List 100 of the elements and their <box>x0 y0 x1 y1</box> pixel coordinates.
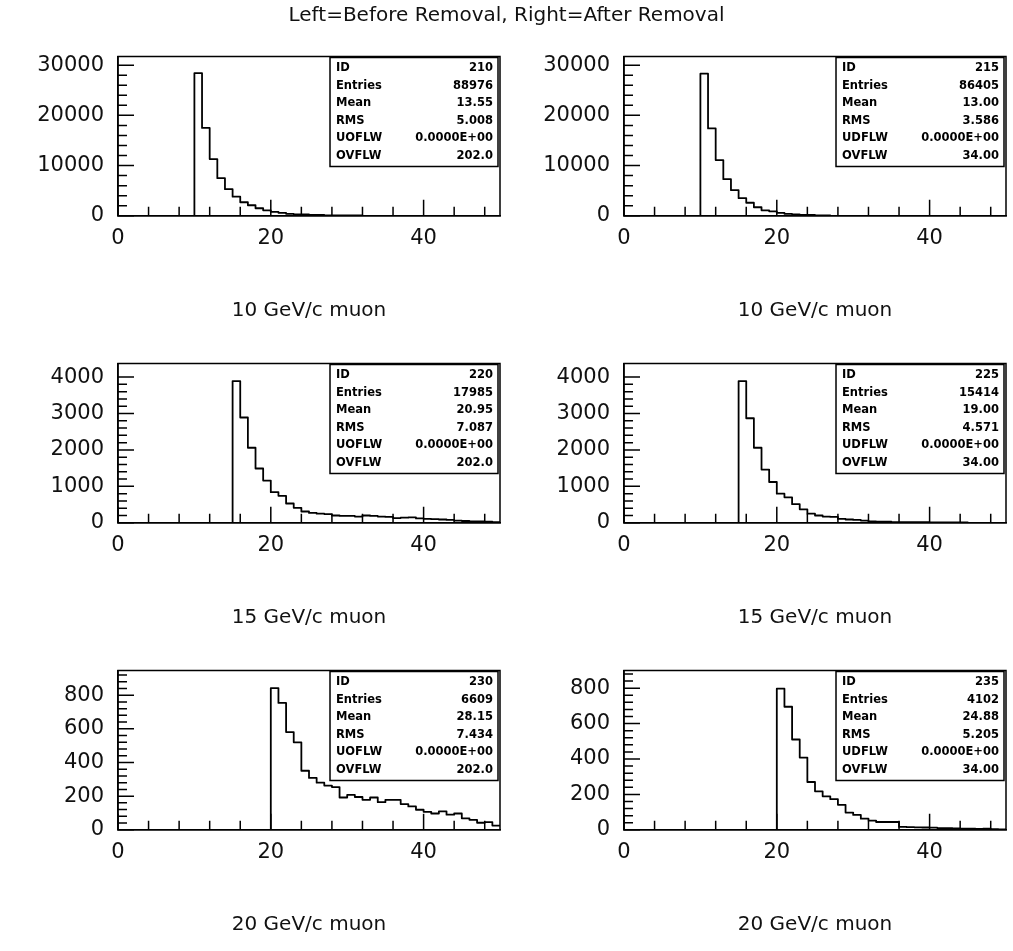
annotation: OVFLW <box>336 761 382 776</box>
y-tick-label: 600 <box>63 715 104 740</box>
annotation: 0.0000E+00 <box>921 130 999 145</box>
x-tick-label: 0 <box>111 531 125 556</box>
annotation: RMS <box>842 419 871 434</box>
y-tick-label: 200 <box>63 782 104 807</box>
annotation: 235 <box>974 674 999 689</box>
x-tick-label: 0 <box>617 531 631 556</box>
y-tick-label: 200 <box>569 780 610 805</box>
y-tick-label: 4000 <box>50 363 104 388</box>
annotation: Mean <box>842 402 878 417</box>
x-axis-title: 20 GeV/c muon <box>737 911 893 936</box>
x-tick-label: 20 <box>257 531 285 556</box>
x-tick-label: 20 <box>257 838 285 863</box>
annotation: ID <box>842 60 856 75</box>
y-tick-label: 0 <box>596 816 610 841</box>
annotation: Entries <box>842 691 888 706</box>
chart-title: Left=Before Removal, Right=After Removal <box>287 2 726 26</box>
x-tick-label: 0 <box>617 838 631 863</box>
x-tick-label: 40 <box>410 838 437 863</box>
x-tick-label: 40 <box>916 531 943 556</box>
annotation: 225 <box>974 367 999 382</box>
annotation: UDFLW <box>842 437 889 452</box>
annotation: 0.0000E+00 <box>415 437 493 452</box>
annotation: 3.586 <box>962 112 999 127</box>
annotation: 0.0000E+00 <box>415 744 493 759</box>
y-tick-label: 2000 <box>50 436 104 461</box>
annotation: Mean <box>336 95 372 110</box>
x-axis-title: 10 GeV/c muon <box>231 297 387 322</box>
x-tick-label: 40 <box>410 531 437 556</box>
annotation: 19.00 <box>962 402 999 417</box>
annotation: RMS <box>842 726 871 741</box>
annotation: 0.0000E+00 <box>415 130 493 145</box>
annotation: 5.008 <box>456 112 493 127</box>
annotation: 0.0000E+00 <box>921 437 999 452</box>
y-tick-label: 0 <box>90 509 104 534</box>
annotation: OVFLW <box>336 147 382 162</box>
annotation: 86405 <box>958 77 999 92</box>
annotation: 4102 <box>966 691 999 706</box>
x-tick-label: 0 <box>111 838 125 863</box>
annotation: ID <box>336 674 350 689</box>
x-tick-label: 0 <box>111 224 125 249</box>
y-tick-label: 10000 <box>543 152 610 177</box>
y-tick-label: 30000 <box>37 51 104 76</box>
y-tick-label: 4000 <box>556 363 610 388</box>
annotation: 7.434 <box>456 726 493 741</box>
annotation: Entries <box>842 384 888 399</box>
x-axis-title: 15 GeV/c muon <box>231 604 387 629</box>
y-tick-label: 0 <box>596 509 610 534</box>
y-tick-label: 20000 <box>37 101 104 126</box>
y-tick-label: 20000 <box>543 101 610 126</box>
annotation: ID <box>336 60 350 75</box>
annotation: OVFLW <box>842 147 888 162</box>
annotation: RMS <box>842 112 871 127</box>
annotation: Mean <box>842 95 878 110</box>
annotation: 202.0 <box>456 147 493 162</box>
annotation: 13.00 <box>962 95 999 110</box>
y-tick-label: 3000 <box>50 399 104 424</box>
x-tick-label: 40 <box>916 838 943 863</box>
x-tick-label: 20 <box>763 531 791 556</box>
y-tick-label: 1000 <box>50 472 104 497</box>
annotation: 6609 <box>460 691 493 706</box>
annotation: RMS <box>336 419 365 434</box>
annotation: RMS <box>336 112 365 127</box>
annotation: UDFLW <box>842 744 889 759</box>
y-tick-label: 800 <box>569 674 610 699</box>
annotation: 24.88 <box>962 709 999 724</box>
annotation: Mean <box>336 709 372 724</box>
annotation: UOFLW <box>336 437 383 452</box>
annotation: ID <box>842 367 856 382</box>
y-tick-label: 800 <box>63 681 104 706</box>
x-axis-title: 15 GeV/c muon <box>737 604 893 629</box>
annotation: UOFLW <box>336 744 383 759</box>
annotation: Mean <box>336 402 372 417</box>
annotation: Entries <box>336 691 382 706</box>
x-axis-title: 20 GeV/c muon <box>231 911 387 936</box>
annotation: OVFLW <box>842 454 888 469</box>
annotation: 28.15 <box>456 709 493 724</box>
annotation: 0.0000E+00 <box>921 744 999 759</box>
y-tick-label: 0 <box>90 202 104 227</box>
annotation: ID <box>842 674 856 689</box>
annotation: OVFLW <box>336 454 382 469</box>
annotation: 210 <box>468 60 493 75</box>
annotation: RMS <box>336 726 365 741</box>
x-tick-label: 40 <box>410 224 437 249</box>
x-axis-title: 10 GeV/c muon <box>737 297 893 322</box>
annotation: UOFLW <box>336 130 383 145</box>
annotation: 202.0 <box>456 761 493 776</box>
annotation: UDFLW <box>842 130 889 145</box>
x-tick-label: 20 <box>763 838 791 863</box>
annotation: 202.0 <box>456 454 493 469</box>
annotation: 220 <box>468 367 493 382</box>
annotation: 88976 <box>452 77 493 92</box>
annotation: Entries <box>336 77 382 92</box>
annotation: 17985 <box>452 384 493 399</box>
annotation: 13.55 <box>456 95 493 110</box>
annotation: 5.205 <box>962 726 999 741</box>
y-tick-label: 2000 <box>556 436 610 461</box>
y-tick-label: 30000 <box>543 51 610 76</box>
annotation: 34.00 <box>962 454 999 469</box>
